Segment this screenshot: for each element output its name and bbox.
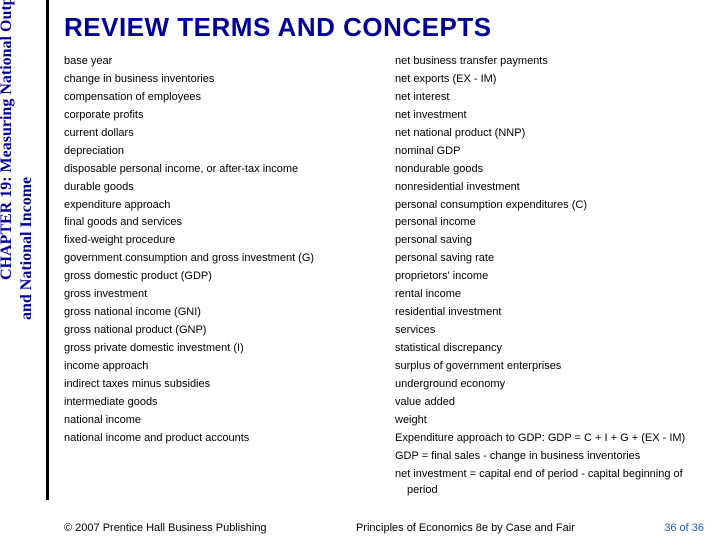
term-item: net national product (NNP) — [395, 126, 710, 142]
term-item: personal saving — [395, 233, 710, 249]
term-item: net investment — [395, 108, 710, 124]
term-item: net investment = capital end of period -… — [395, 467, 710, 499]
page-number: 36 of 36 — [664, 522, 704, 534]
term-item: fixed-weight procedure — [64, 233, 379, 249]
term-item: rental income — [395, 287, 710, 303]
term-item: personal consumption expenditures (C) — [395, 198, 710, 214]
term-item: gross investment — [64, 287, 379, 303]
term-item: net interest — [395, 90, 710, 106]
term-item: base year — [64, 54, 379, 70]
term-item: net exports (EX - IM) — [395, 72, 710, 88]
term-item: government consumption and gross investm… — [64, 251, 379, 267]
term-item: intermediate goods — [64, 395, 379, 411]
slide: REVIEW TERMS AND CONCEPTS CHAPTER 19: Me… — [0, 0, 720, 540]
page-title: REVIEW TERMS AND CONCEPTS — [64, 12, 492, 43]
term-item: services — [395, 323, 710, 339]
copyright-text: © 2007 Prentice Hall Business Publishing — [64, 522, 267, 534]
term-item: disposable personal income, or after-tax… — [64, 162, 379, 178]
terms-column-2: net business transfer payments net export… — [395, 54, 710, 496]
term-item: underground economy — [395, 377, 710, 393]
chapter-label-line1: CHAPTER 19: Measuring National Output — [0, 0, 16, 280]
term-item: durable goods — [64, 180, 379, 196]
term-item: national income and product accounts — [64, 431, 379, 447]
term-item: nominal GDP — [395, 144, 710, 160]
term-item: national income — [64, 413, 379, 429]
term-item: nonresidential investment — [395, 180, 710, 196]
term-item: gross national product (GNP) — [64, 323, 379, 339]
term-item: depreciation — [64, 144, 379, 160]
term-item: gross national income (GNI) — [64, 305, 379, 321]
term-item: income approach — [64, 359, 379, 375]
term-item: surplus of government enterprises — [395, 359, 710, 375]
term-item: nondurable goods — [395, 162, 710, 178]
book-title: Principles of Economics 8e by Case and F… — [356, 522, 575, 534]
term-item: Expenditure approach to GDP: GDP = C + I… — [395, 431, 710, 447]
term-item: compensation of employees — [64, 90, 379, 106]
term-item: value added — [395, 395, 710, 411]
term-item: gross domestic product (GDP) — [64, 269, 379, 285]
term-item: final goods and services — [64, 215, 379, 231]
term-item: expenditure approach — [64, 198, 379, 214]
term-item: current dollars — [64, 126, 379, 142]
term-item: indirect taxes minus subsidies — [64, 377, 379, 393]
term-item: net business transfer payments — [395, 54, 710, 70]
term-item: change in business inventories — [64, 72, 379, 88]
term-item: weight — [395, 413, 710, 429]
terms-columns: base year change in business inventories c… — [64, 54, 710, 496]
vertical-rule — [46, 0, 49, 500]
term-item: gross private domestic investment (I) — [64, 341, 379, 357]
term-item: personal saving rate — [395, 251, 710, 267]
term-item: personal income — [395, 215, 710, 231]
footer: © 2007 Prentice Hall Business Publishing… — [0, 522, 720, 534]
chapter-label-line2: and National Income — [18, 177, 36, 320]
term-item: GDP = final sales - change in business i… — [395, 449, 710, 465]
terms-column-1: base year change in business inventories c… — [64, 54, 379, 496]
term-item: corporate profits — [64, 108, 379, 124]
term-item: residential investment — [395, 305, 710, 321]
term-item: proprietors' income — [395, 269, 710, 285]
term-item: statistical discrepancy — [395, 341, 710, 357]
